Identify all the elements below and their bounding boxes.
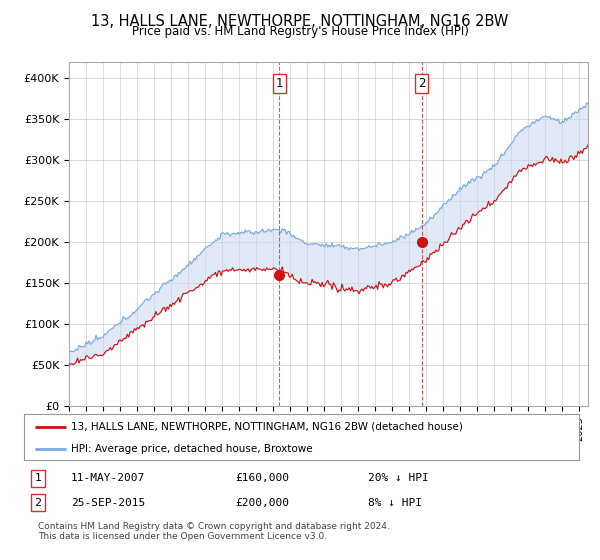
Text: 2: 2 xyxy=(34,498,41,507)
Text: £160,000: £160,000 xyxy=(235,473,289,483)
Text: 2: 2 xyxy=(418,77,425,90)
Text: HPI: Average price, detached house, Broxtowe: HPI: Average price, detached house, Brox… xyxy=(71,444,313,454)
Text: 11-MAY-2007: 11-MAY-2007 xyxy=(71,473,145,483)
Text: Contains HM Land Registry data © Crown copyright and database right 2024.
This d: Contains HM Land Registry data © Crown c… xyxy=(38,521,389,541)
Text: 13, HALLS LANE, NEWTHORPE, NOTTINGHAM, NG16 2BW (detached house): 13, HALLS LANE, NEWTHORPE, NOTTINGHAM, N… xyxy=(71,422,463,432)
Text: 13, HALLS LANE, NEWTHORPE, NOTTINGHAM, NG16 2BW: 13, HALLS LANE, NEWTHORPE, NOTTINGHAM, N… xyxy=(91,14,509,29)
Text: 25-SEP-2015: 25-SEP-2015 xyxy=(71,498,145,507)
Text: 20% ↓ HPI: 20% ↓ HPI xyxy=(368,473,429,483)
Text: 1: 1 xyxy=(34,473,41,483)
Text: Price paid vs. HM Land Registry's House Price Index (HPI): Price paid vs. HM Land Registry's House … xyxy=(131,25,469,38)
Text: 8% ↓ HPI: 8% ↓ HPI xyxy=(368,498,422,507)
Text: £200,000: £200,000 xyxy=(235,498,289,507)
Text: 1: 1 xyxy=(275,77,283,90)
